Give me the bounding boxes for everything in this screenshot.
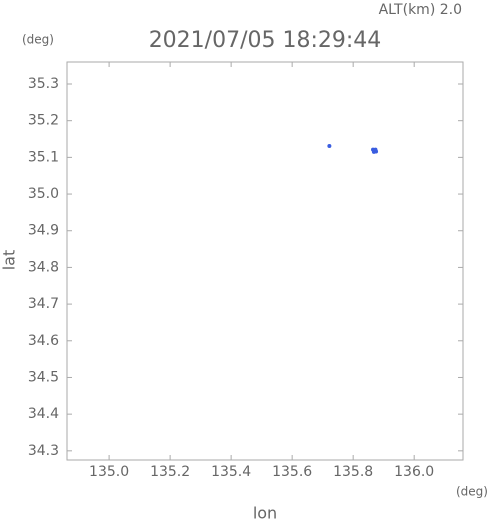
x-tick-label: 135.4 <box>211 464 251 480</box>
y-tick-label: 35.0 <box>28 186 59 202</box>
y-tick-label: 35.2 <box>28 113 59 129</box>
x-tick-label: 135.0 <box>89 464 129 480</box>
y-tick-label: 34.5 <box>28 369 59 385</box>
point <box>327 144 332 149</box>
point <box>373 147 378 152</box>
annotation: ALT(km) 2.0 <box>379 2 462 18</box>
y-tick-label: 34.9 <box>28 223 59 239</box>
x-tick-label: 136.0 <box>394 464 434 480</box>
plot-frame <box>66 61 464 461</box>
y-tick-label: 34.6 <box>28 333 59 349</box>
x-unit: (deg) <box>456 485 488 499</box>
y-axis-label: lat <box>0 250 19 271</box>
y-tick-label: 34.8 <box>28 259 59 275</box>
y-tick-label: 35.1 <box>28 149 59 165</box>
y-tick-label: 35.3 <box>28 76 59 92</box>
x-tick-label: 135.8 <box>333 464 373 480</box>
x-axis-label: lon <box>253 504 277 521</box>
x-tick-label: 135.2 <box>150 464 190 480</box>
y-tick-label: 34.4 <box>28 406 59 422</box>
y-tick-label: 34.7 <box>28 296 59 312</box>
x-tick-label: 135.6 <box>272 464 312 480</box>
y-unit: (deg) <box>22 33 54 47</box>
chart-title: 2021/07/05 18:29:44 <box>149 28 382 53</box>
y-tick-label: 34.3 <box>28 443 59 459</box>
